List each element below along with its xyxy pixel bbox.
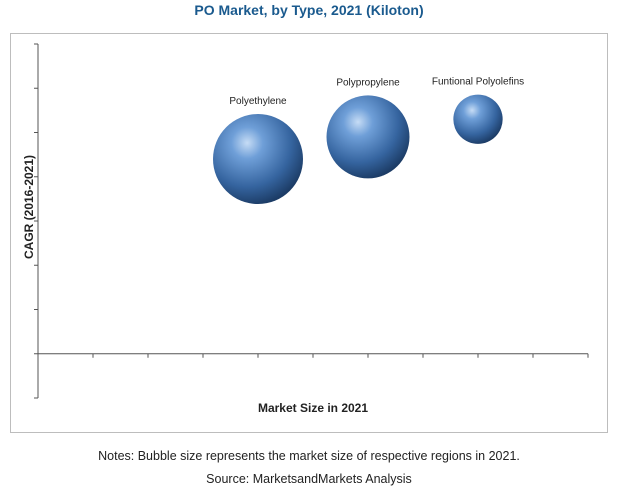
chart-source: Source: MarketsandMarkets Analysis xyxy=(206,472,412,486)
bubble-funtional-polyolefins xyxy=(453,94,503,144)
chart-frame xyxy=(10,33,608,433)
bubble-polyethylene xyxy=(213,114,303,205)
chart-notes: Notes: Bubble size represents the market… xyxy=(98,449,520,463)
chart-title: PO Market, by Type, 2021 (Kiloton) xyxy=(194,2,424,18)
bubble-label: Funtional Polyolefins xyxy=(432,77,524,88)
y-axis-title: CAGR (2016-2021) xyxy=(22,155,36,259)
bubble-label: Polyethylene xyxy=(229,96,287,107)
bubble-chart: Market Size in 2021 CAGR (2016-2021) Polye… xyxy=(22,43,589,415)
bubble-polypropylene xyxy=(326,95,410,179)
bubble-label: Polypropylene xyxy=(336,77,400,88)
x-axis-title: Market Size in 2021 xyxy=(258,401,368,415)
